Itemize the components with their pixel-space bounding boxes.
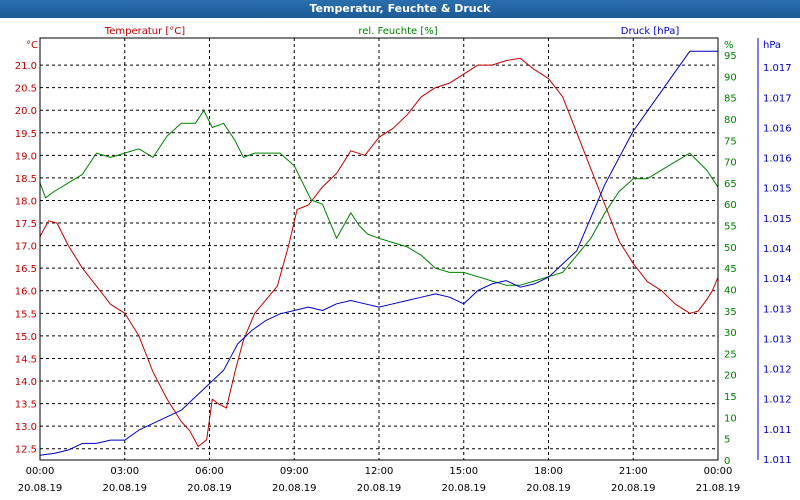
x-tick-date: 20.08.19 (441, 483, 486, 494)
pressure-series-line (39, 50, 718, 456)
humidity-tick-label: 20 (724, 371, 737, 382)
pressure-tick-label: 1.012 (763, 365, 792, 376)
pressure-tick-label: 1.013 (763, 334, 792, 345)
temperature-series-line (39, 57, 719, 447)
humidity-tick-label: 35 (724, 307, 737, 318)
x-tick-date: 20.08.19 (272, 483, 317, 494)
humidity-tick-label: 75 (724, 136, 737, 147)
temperature-tick-label: 15.0 (15, 332, 37, 343)
temperature-tick-label: 18.5 (15, 174, 37, 185)
temperature-tick-label: 19.0 (15, 151, 37, 162)
humidity-tick-label: 15 (724, 392, 737, 403)
humidity-tick-label: 95 (724, 51, 737, 62)
x-tick-date: 20.08.19 (18, 483, 63, 494)
pressure-tick-label: 1.012 (763, 395, 792, 406)
pressure-tick-label: 1.016 (763, 123, 792, 134)
pressure-tick-label: 1.015 (763, 214, 792, 225)
x-tick-time: 18:00 (534, 466, 563, 477)
temperature-tick-label: 20.5 (15, 84, 37, 95)
pressure-tick-label: 1.014 (763, 244, 792, 255)
x-tick-time: 03:00 (110, 466, 139, 477)
pressure-unit-label: hPa (763, 40, 781, 51)
x-tick-time: 00:00 (704, 466, 733, 477)
x-tick-time: 06:00 (195, 466, 224, 477)
temperature-series-label: Temperatur [°C] (104, 26, 185, 37)
x-tick-date: 20.08.19 (526, 483, 571, 494)
temperature-tick-label: 12.5 (15, 445, 37, 456)
x-tick-time: 09:00 (280, 466, 309, 477)
pressure-tick-label: 1.017 (763, 63, 792, 74)
temperature-tick-label: 20.0 (15, 106, 37, 117)
pressure-tick-label: 1.016 (763, 154, 792, 165)
temperature-tick-label: 13.0 (15, 422, 37, 433)
humidity-tick-label: 60 (724, 200, 737, 211)
temperature-tick-label: 17.0 (15, 242, 37, 253)
x-tick-time: 00:00 (26, 466, 55, 477)
pressure-tick-label: 1.014 (763, 274, 792, 285)
window-title: Temperatur, Feuchte & Druck (0, 0, 800, 18)
humidity-unit-label: % (724, 40, 734, 51)
temperature-tick-label: 13.5 (15, 400, 37, 411)
temperature-unit-label: °C (26, 40, 38, 51)
x-tick-time: 21:00 (619, 466, 648, 477)
x-tick-date: 20.08.19 (611, 483, 656, 494)
pressure-tick-label: 1.013 (763, 304, 792, 315)
x-tick-date: 20.08.19 (187, 483, 232, 494)
humidity-series-label: rel. Feuchte [%] (358, 26, 437, 37)
x-tick-date: 20.08.19 (102, 483, 147, 494)
temperature-tick-label: 17.5 (15, 219, 37, 230)
pressure-series-label: Druck [hPa] (621, 26, 680, 37)
humidity-tick-label: 10 (724, 413, 737, 424)
humidity-tick-label: 90 (724, 72, 737, 83)
temperature-tick-label: 18.0 (15, 196, 37, 207)
humidity-series-line (39, 110, 719, 286)
humidity-tick-label: 45 (724, 264, 737, 275)
humidity-tick-label: 65 (724, 179, 737, 190)
temperature-tick-label: 19.5 (15, 129, 37, 140)
temperature-tick-label: 16.0 (15, 287, 37, 298)
humidity-tick-label: 0 (724, 456, 730, 467)
x-tick-date: 21.08.19 (696, 483, 741, 494)
x-tick-date: 20.08.19 (357, 483, 402, 494)
humidity-tick-label: 70 (724, 158, 737, 169)
humidity-tick-label: 5 (724, 435, 730, 446)
pressure-tick-label: 1.011 (763, 425, 792, 436)
humidity-tick-label: 55 (724, 222, 737, 233)
temperature-tick-label: 21.0 (15, 61, 37, 72)
temperature-tick-label: 14.0 (15, 377, 37, 388)
humidity-tick-label: 25 (724, 349, 737, 360)
pressure-tick-label: 1.015 (763, 184, 792, 195)
humidity-tick-label: 50 (724, 243, 737, 254)
pressure-tick-label: 1.017 (763, 93, 792, 104)
humidity-tick-label: 80 (724, 115, 737, 126)
chart: 00:00 20.08.19 03:00 20.08.19 06:00 20.08.19 0… (15, 26, 792, 494)
plot-frame (39, 37, 719, 461)
pressure-tick-label: 1.011 (763, 455, 792, 466)
x-tick-time: 12:00 (365, 466, 394, 477)
humidity-tick-label: 30 (724, 328, 737, 339)
temperature-tick-label: 15.5 (15, 309, 37, 320)
temperature-tick-label: 16.5 (15, 264, 37, 275)
x-tick-time: 15:00 (449, 466, 478, 477)
humidity-tick-label: 40 (724, 285, 737, 296)
humidity-tick-label: 85 (724, 94, 737, 105)
temperature-tick-label: 14.5 (15, 354, 37, 365)
